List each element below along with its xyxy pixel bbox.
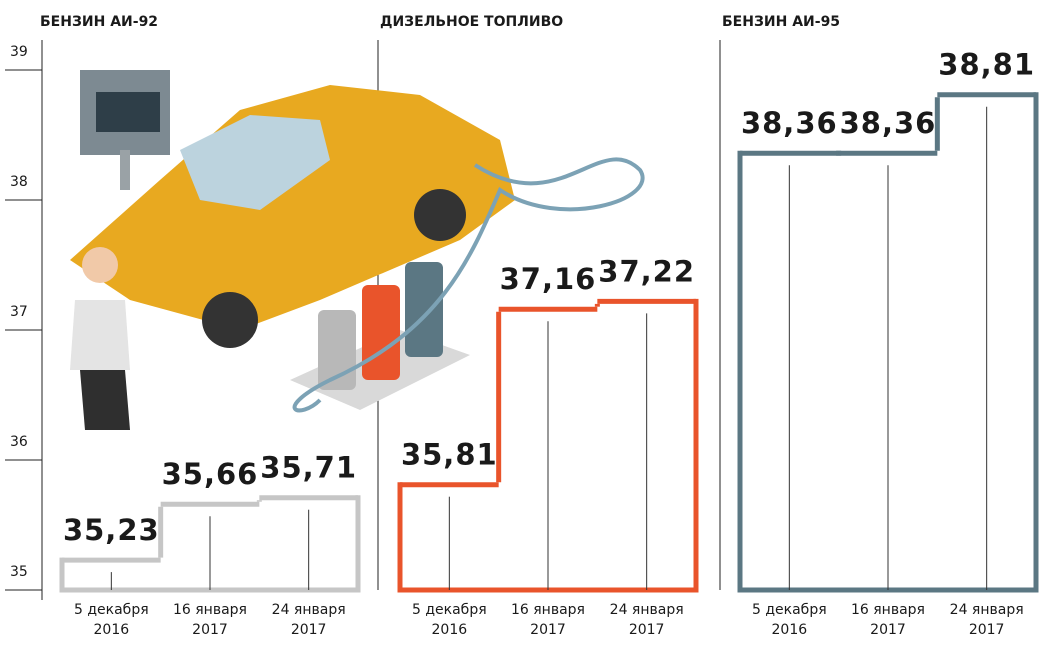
value-label: 35,81 xyxy=(401,438,498,472)
price-screen xyxy=(96,92,160,132)
value-label: 35,23 xyxy=(63,513,160,547)
x-tick-label: 16 января 2017 xyxy=(845,600,932,640)
wheel xyxy=(202,292,258,348)
decoration xyxy=(70,40,720,590)
chart-title: БЕНЗИН АИ-92 xyxy=(40,14,158,30)
chart-title: БЕНЗИН АИ-95 xyxy=(722,14,840,30)
x-tick-label: 24 января 2017 xyxy=(265,600,352,640)
value-label: 35,71 xyxy=(260,451,357,485)
value-label: 35,66 xyxy=(162,457,259,491)
x-tick-label: 5 декабря 2016 xyxy=(746,600,833,640)
pump xyxy=(362,285,400,380)
y-tick-label: 36 xyxy=(10,434,28,450)
x-tick-label: 24 января 2017 xyxy=(603,600,690,640)
x-tick-label: 16 января 2017 xyxy=(167,600,254,640)
chart-title: ДИЗЕЛЬНОЕ ТОПЛИВО xyxy=(380,14,563,30)
value-label: 38,36 xyxy=(741,106,838,140)
chart: БЕНЗИН АИ-92 35 36 37 38 39 35,2335,6635,71 ДИЗ… xyxy=(0,0,1044,648)
x-tick-label: 24 января 2017 xyxy=(943,600,1030,640)
page: БЕНЗИН АИ-92 35 36 37 38 39 35,2335,6635,71 ДИЗ… xyxy=(0,0,1044,648)
person-legs xyxy=(80,370,130,430)
y-tick-label: 39 xyxy=(10,44,28,60)
person-head xyxy=(82,247,118,283)
wheel xyxy=(414,189,466,241)
x-tick-label: 5 декабря 2016 xyxy=(68,600,155,640)
pump xyxy=(405,262,443,357)
value-label: 38,81 xyxy=(938,48,1035,82)
person-body xyxy=(70,300,130,370)
board-pole xyxy=(120,150,130,190)
value-label: 38,36 xyxy=(840,106,937,140)
value-label: 37,22 xyxy=(598,254,695,288)
y-tick-label: 37 xyxy=(10,304,28,320)
y-tick-label: 35 xyxy=(10,564,28,580)
y-tick-label: 38 xyxy=(10,174,28,190)
value-label: 37,16 xyxy=(500,262,597,296)
x-tick-label: 5 декабря 2016 xyxy=(406,600,493,640)
x-tick-label: 16 января 2017 xyxy=(505,600,592,640)
